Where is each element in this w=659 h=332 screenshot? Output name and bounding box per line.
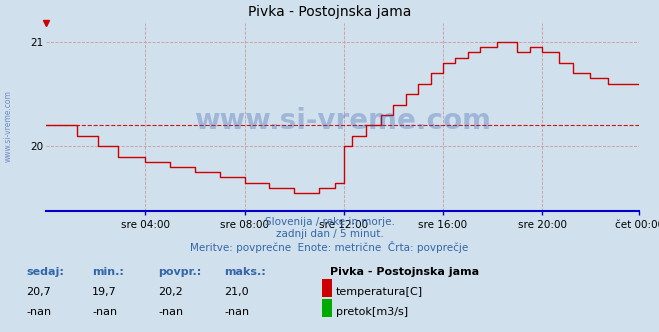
Text: 21,0: 21,0 (224, 287, 248, 297)
Text: 19,7: 19,7 (92, 287, 117, 297)
Text: 20,2: 20,2 (158, 287, 183, 297)
Text: -nan: -nan (92, 307, 117, 317)
Text: www.si-vreme.com: www.si-vreme.com (3, 90, 13, 162)
Text: pretok[m3/s]: pretok[m3/s] (336, 307, 408, 317)
Text: min.:: min.: (92, 267, 124, 277)
Text: Pivka - Postojnska jama: Pivka - Postojnska jama (330, 267, 478, 277)
Text: -nan: -nan (26, 307, 51, 317)
Text: Meritve: povprečne  Enote: metrične  Črta: povprečje: Meritve: povprečne Enote: metrične Črta:… (190, 241, 469, 253)
Text: povpr.:: povpr.: (158, 267, 202, 277)
Text: sedaj:: sedaj: (26, 267, 64, 277)
Text: -nan: -nan (158, 307, 183, 317)
Text: maks.:: maks.: (224, 267, 266, 277)
Text: www.si-vreme.com: www.si-vreme.com (194, 107, 491, 135)
Text: zadnji dan / 5 minut.: zadnji dan / 5 minut. (275, 229, 384, 239)
Text: temperatura[C]: temperatura[C] (336, 287, 423, 297)
Text: -nan: -nan (224, 307, 249, 317)
Text: Slovenija / reke in morje.: Slovenija / reke in morje. (264, 217, 395, 227)
Text: 20,7: 20,7 (26, 287, 51, 297)
Text: Pivka - Postojnska jama: Pivka - Postojnska jama (248, 5, 411, 19)
